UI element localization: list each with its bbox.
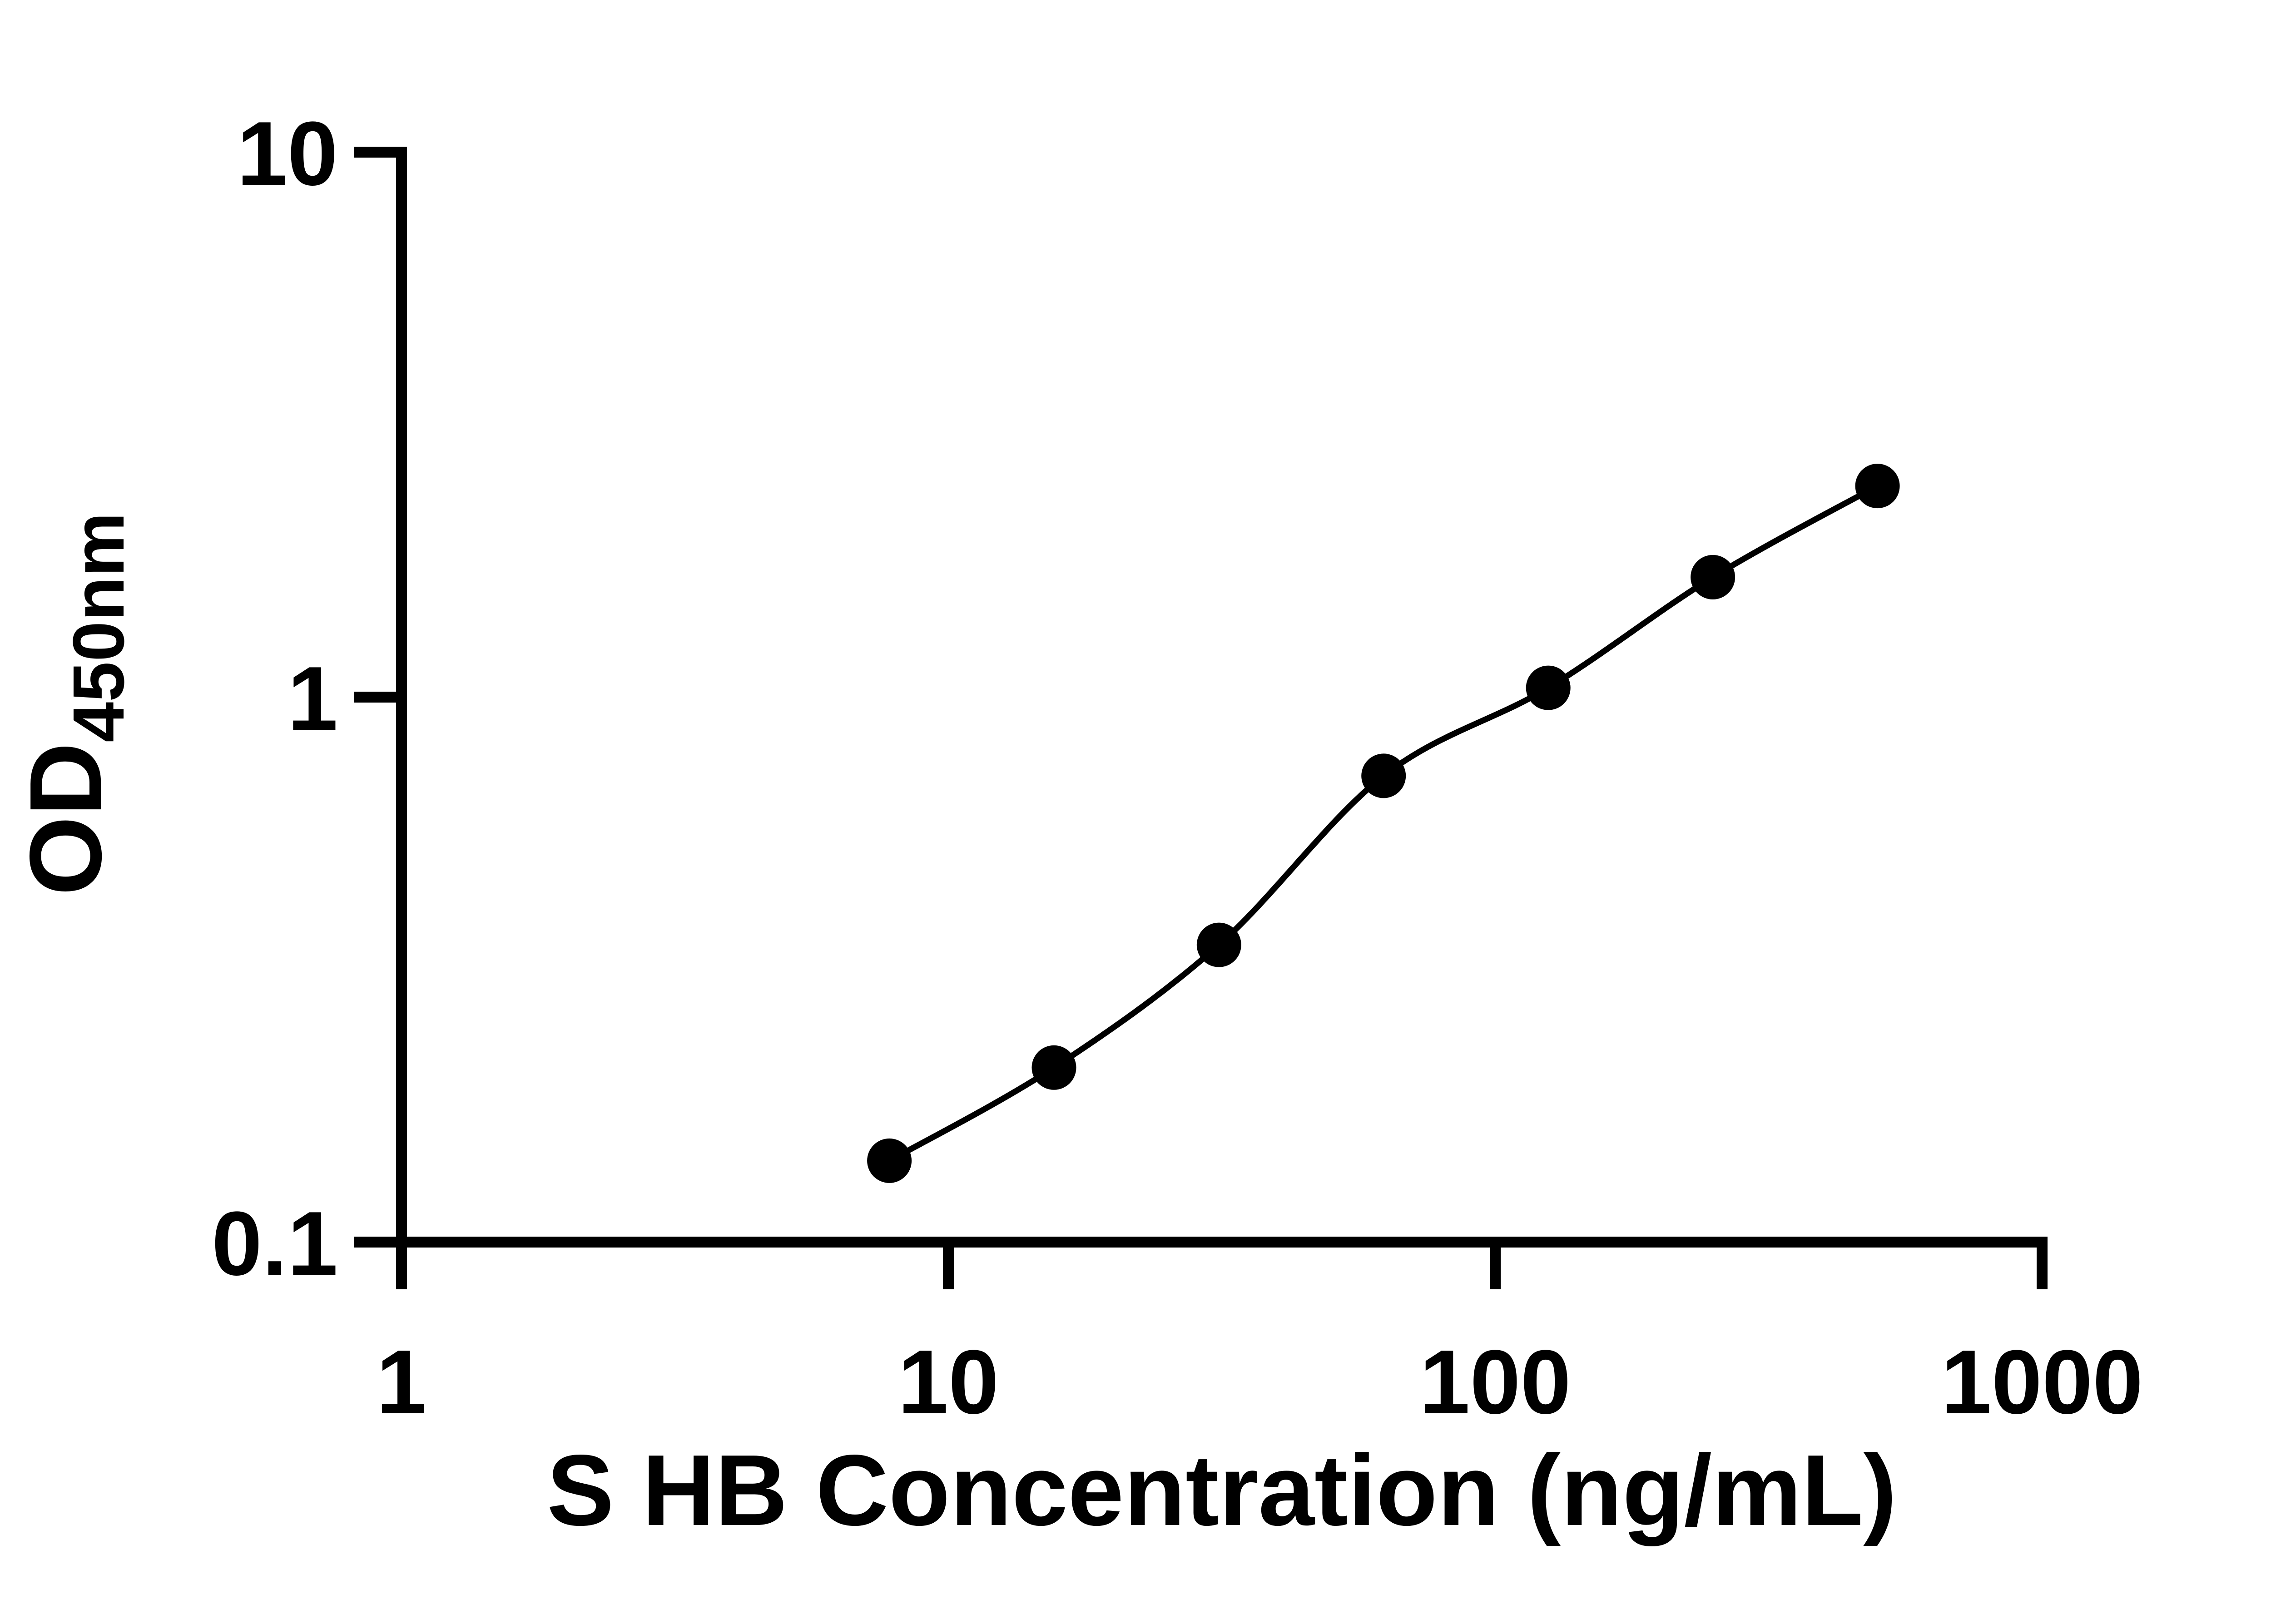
data-point bbox=[1855, 464, 1900, 509]
series-points bbox=[867, 464, 1900, 1183]
y-tick-label: 0.1 bbox=[212, 1193, 338, 1294]
x-tick-label: 100 bbox=[1419, 1332, 1571, 1433]
data-point bbox=[1196, 922, 1241, 967]
plot-axes bbox=[396, 147, 2048, 1248]
x-axis-tick-labels: 1 10 100 1000 bbox=[376, 1332, 2143, 1433]
y-tick-label: 1 bbox=[288, 648, 338, 749]
x-axis-title: S HB Concentration (ng/mL) bbox=[547, 1434, 1897, 1547]
y-axis-title-subscript: 450nm bbox=[58, 512, 139, 743]
y-axis-tick-labels: 10 1 0.1 bbox=[212, 103, 338, 1294]
y-tick-label: 10 bbox=[237, 103, 338, 204]
x-axis-ticks bbox=[396, 1242, 2048, 1289]
y-axis-ticks bbox=[354, 147, 402, 1248]
data-point bbox=[867, 1138, 912, 1183]
y-axis-title-main: OD bbox=[8, 743, 123, 896]
data-point bbox=[1691, 555, 1735, 599]
y-axis-title: OD450nm bbox=[8, 512, 139, 896]
x-tick-label: 1 bbox=[376, 1332, 426, 1433]
data-point bbox=[1031, 1045, 1076, 1090]
x-tick-label: 10 bbox=[898, 1332, 999, 1433]
x-tick-label: 1000 bbox=[1941, 1332, 2143, 1433]
data-point bbox=[1526, 665, 1571, 710]
data-point bbox=[1361, 753, 1406, 798]
